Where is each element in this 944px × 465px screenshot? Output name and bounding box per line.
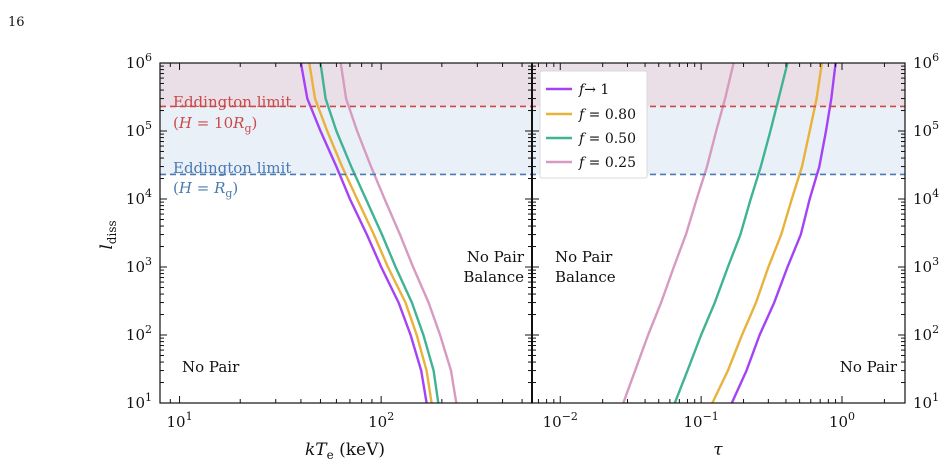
svg-text:Eddington limit: Eddington limit <box>173 93 291 111</box>
y-tick-label-left: 102 <box>126 323 152 344</box>
y-tick-label-right: 105 <box>913 119 939 140</box>
x-tick-label-left: 101 <box>166 410 192 431</box>
y-tick-label-left: 101 <box>126 391 152 412</box>
svg-text:(H = 10Rg): (H = 10Rg) <box>173 114 257 135</box>
y-tick-label-left: 105 <box>126 119 152 140</box>
no-pair-balance-label-right-panel-2: Balance <box>555 268 616 286</box>
no-pair-label-right: No Pair <box>840 358 898 376</box>
y-tick-label-left: 104 <box>126 187 152 208</box>
series-right-0 <box>730 62 837 404</box>
x-axis-label-right: τ <box>713 440 723 460</box>
series-left-3 <box>339 62 458 404</box>
y-tick-label-left: 103 <box>126 255 152 276</box>
y-tick-label-right: 101 <box>913 391 939 412</box>
legend-label-f080: f = 0.80 <box>578 107 636 123</box>
series-right-3 <box>622 62 735 404</box>
x-tick-label-right: 10−1 <box>683 410 718 431</box>
x-tick-label-right: 10−2 <box>543 410 578 431</box>
y-tick-label-right: 104 <box>913 187 939 208</box>
x-axis-label-left: kTe (keV) <box>305 440 385 462</box>
legend: f→ 1 f = 0.80 f = 0.50 f = 0.25 <box>539 70 648 179</box>
legend-label-f050: f = 0.50 <box>578 131 636 147</box>
y-tick-label-right: 103 <box>913 255 939 276</box>
y-tick-label-right: 102 <box>913 323 939 344</box>
series-left-2 <box>319 62 440 404</box>
svg-text:Eddington limit: Eddington limit <box>173 159 291 177</box>
y-tick-label-right: 106 <box>913 51 939 72</box>
x-tick-label-right: 100 <box>829 410 855 431</box>
series-left-0 <box>299 62 428 404</box>
no-pair-balance-label-right-panel: No Pair <box>555 248 613 266</box>
eddington-1-annotation: Eddington limit (H = Rg) <box>173 159 291 200</box>
y-axis-label: ldiss <box>97 220 119 249</box>
series-left-1 <box>308 62 433 404</box>
x-tick-label-left: 102 <box>368 410 394 431</box>
legend-label-f1: f→ 1 <box>578 82 609 98</box>
series-right-1 <box>711 62 824 404</box>
legend-label-f025: f = 0.25 <box>578 155 636 171</box>
no-pair-balance-label-left-panel: No Pair <box>467 248 525 266</box>
no-pair-balance-label-left-panel-2: Balance <box>463 268 524 286</box>
y-tick-label-left: 106 <box>126 51 152 72</box>
page-number: 16 <box>8 15 25 30</box>
series-right-2 <box>673 62 789 404</box>
svg-text:(H = Rg): (H = Rg) <box>173 179 238 200</box>
no-pair-label-left: No Pair <box>182 358 240 376</box>
eddington-10-annotation: Eddington limit (H = 10Rg) <box>173 93 291 135</box>
